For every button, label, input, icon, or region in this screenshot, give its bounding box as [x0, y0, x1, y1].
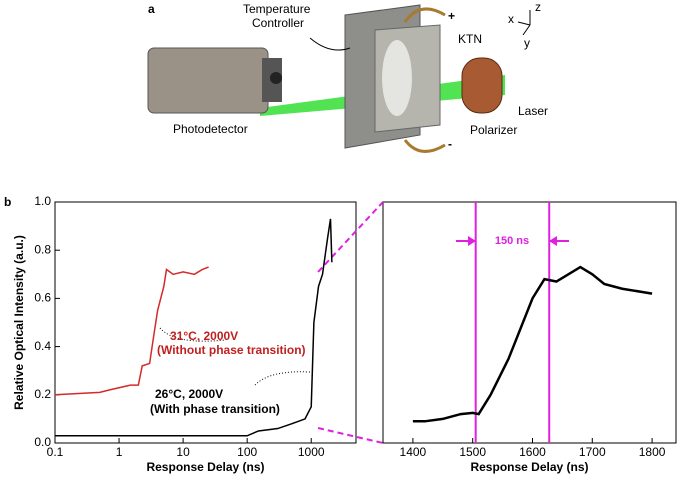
label: z: [535, 0, 541, 14]
panel-label: b: [4, 195, 11, 209]
label: Polarizer: [470, 123, 517, 137]
leader-line: [309, 37, 351, 51]
x-tick-label: 1400: [400, 445, 427, 459]
x-axis-label: Response Delay (ns): [146, 460, 264, 474]
y-tick-label: 0.0: [34, 435, 51, 449]
label: Temperature: [243, 2, 311, 16]
wire: [403, 139, 446, 153]
y-tick-label: 1.0: [34, 194, 51, 208]
series-line: [54, 266, 209, 396]
label: KTN: [458, 32, 482, 46]
ktn-window: [382, 40, 412, 116]
x-axis-label: Response Delay (ns): [470, 460, 588, 474]
plot-frame: [54, 201, 357, 444]
series-line: [55, 218, 333, 437]
series-line: [412, 265, 653, 423]
photodetector-lens: [270, 72, 282, 84]
x-tick-label: 1600: [519, 445, 546, 459]
panel-label: a: [148, 2, 155, 16]
x-tick-label: 0.1: [47, 445, 64, 459]
plot-frame: [382, 201, 677, 444]
photodetector-body: [147, 47, 269, 114]
zoom-line: [317, 427, 384, 444]
label: -: [448, 137, 452, 151]
zoom-line: [317, 201, 384, 273]
label: +: [448, 9, 455, 23]
annotation: 31°C, 2000V: [170, 329, 238, 343]
y-tick-label: 0.2: [34, 387, 51, 401]
x-tick-label: 10: [176, 445, 190, 459]
y-tick-label: 0.4: [34, 339, 51, 353]
annotation: (Without phase transition): [157, 343, 306, 357]
label: Photodetector: [173, 122, 248, 136]
x-tick-label: 1: [116, 445, 123, 459]
y-tick-label: 0.8: [34, 242, 51, 256]
y-axis-label: Relative Optical Intensity (a.u.): [12, 235, 26, 410]
label: x: [508, 12, 514, 26]
label: Laser: [518, 104, 548, 118]
label: y: [524, 36, 530, 50]
annotation: (With phase transition): [150, 402, 280, 416]
axis-arrow: [522, 24, 531, 36]
x-tick-label: 1000: [298, 445, 325, 459]
x-tick-label: 100: [237, 445, 257, 459]
label: Controller: [252, 16, 304, 30]
wire: [403, 7, 446, 23]
arrowhead: [468, 236, 476, 246]
annotation: 150 ns: [495, 235, 529, 247]
x-tick-label: 1500: [459, 445, 486, 459]
panel-a: a Temperature Controller + - KTN Laser P…: [147, 0, 548, 153]
polarizer-body: [461, 57, 503, 114]
annotation: 26°C, 2000V: [155, 387, 223, 401]
arrowhead: [549, 236, 557, 246]
axis-arrow: [517, 21, 531, 26]
x-tick-label: 1700: [579, 445, 606, 459]
y-tick-label: 0.6: [34, 291, 51, 305]
annotation-leader: [254, 371, 311, 386]
x-tick-label: 1800: [639, 445, 666, 459]
